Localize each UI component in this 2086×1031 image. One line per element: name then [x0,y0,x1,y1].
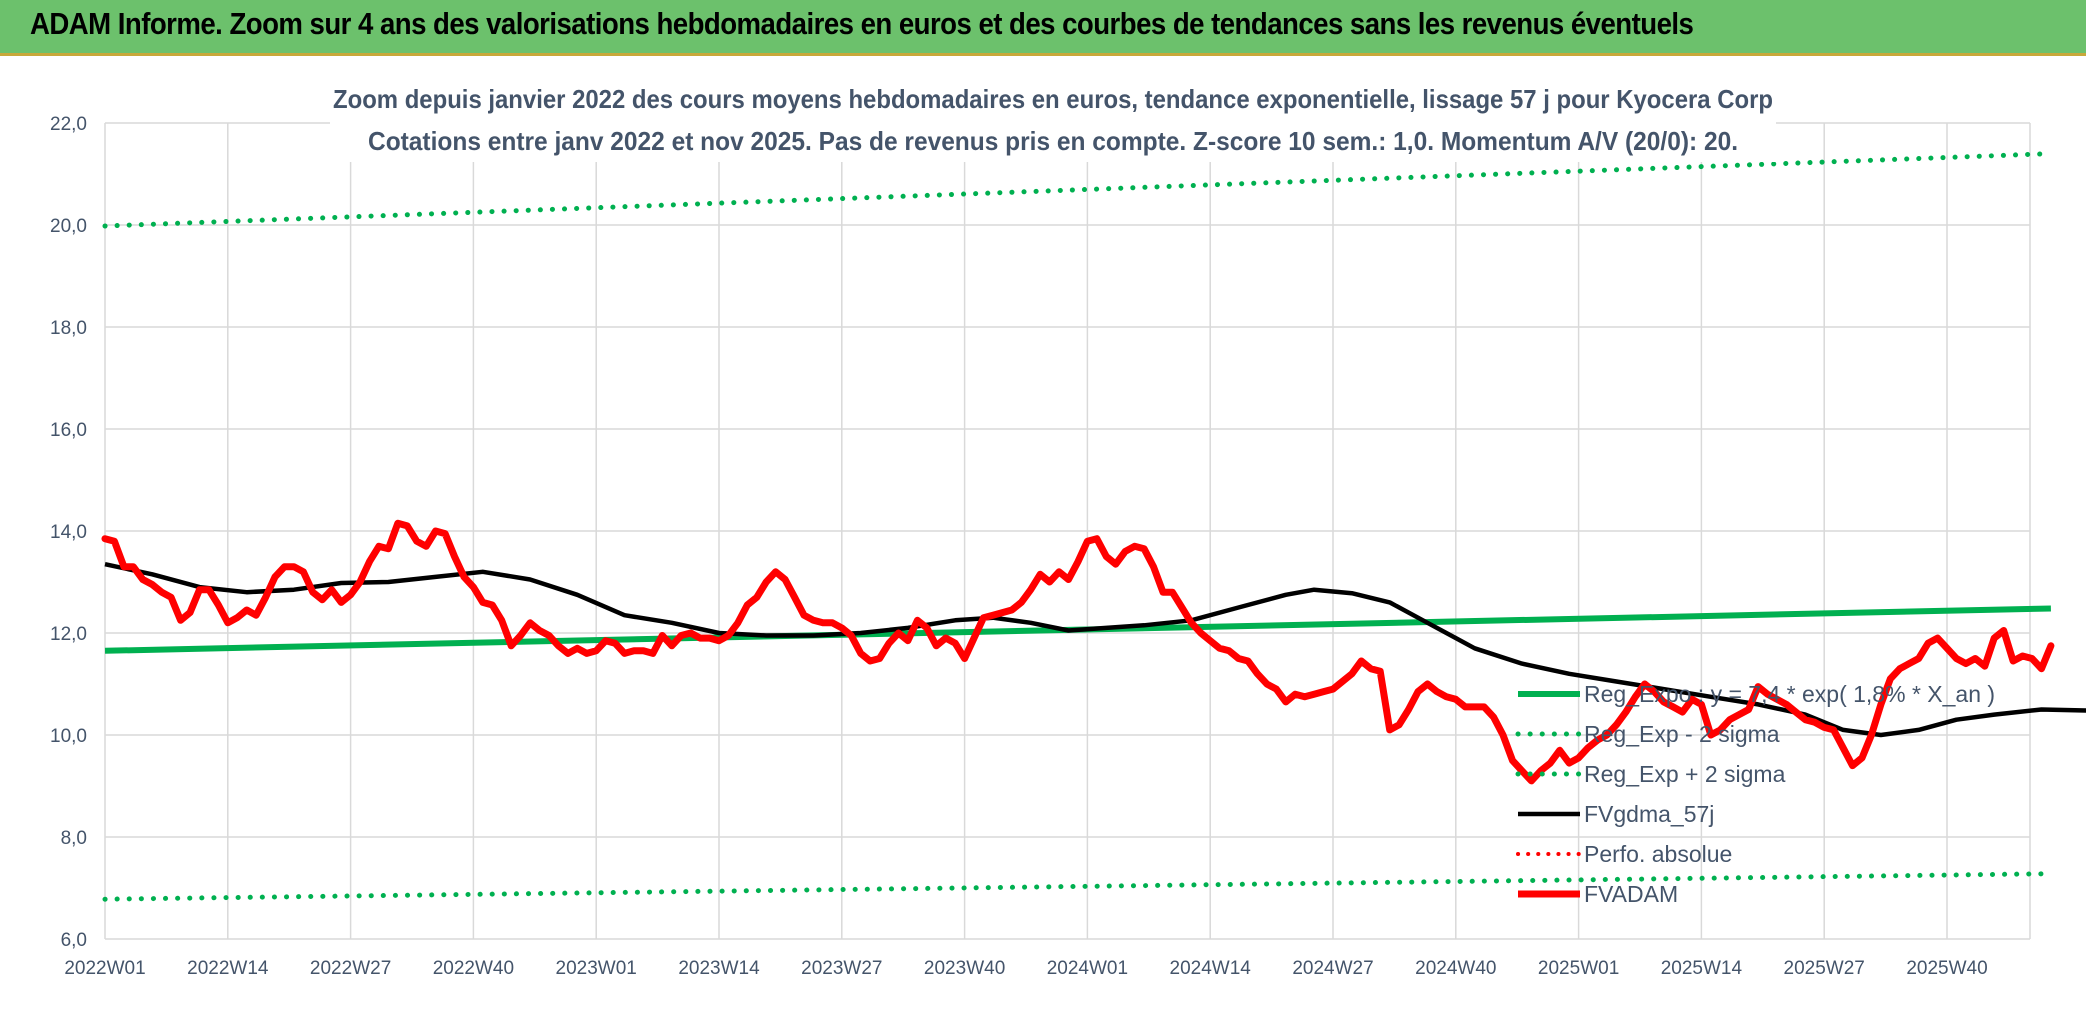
y-tick-label: 18,0 [50,318,87,339]
banner-title: ADAM Informe. Zoom sur 4 ans des valoris… [30,6,1694,41]
x-tick-label: 2022W27 [310,958,391,979]
x-axis: 2022W01 2022W14 2022W27 2022W40 2023W01 2023W… [64,958,1987,979]
y-tick-label: 20,0 [50,216,87,237]
y-tick-label: 22,0 [50,114,87,135]
x-tick-label: 2025W14 [1661,958,1743,979]
y-tick-label: 16,0 [50,420,87,441]
x-tick-label: 2022W01 [64,958,145,979]
banner: ADAM Informe. Zoom sur 4 ans des valoris… [0,0,2086,56]
legend-label: FVADAM [1584,881,1678,907]
legend-label: Perfo. absolue [1584,841,1732,867]
y-tick-label: 12,0 [50,624,87,645]
x-tick-label: 2024W14 [1170,958,1252,979]
chart: 6,0 8,0 10,0 12,0 14,0 16,0 18,0 20,0 22,0 2022W… [50,78,2086,979]
legend-label: Reg_Expo : y = 7,4 * exp( 1,8% * X_an ) [1584,681,1995,707]
x-tick-label: 2025W40 [1906,958,1987,979]
chart-frame: 6,0 8,0 10,0 12,0 14,0 16,0 18,0 20,0 22,0 2022W… [0,56,2086,1031]
series-line-fvgdma-57j [104,561,2086,738]
chart-title-line-2: Cotations entre janv 2022 et nov 2025. P… [368,126,1738,156]
series-line-fvadam [101,519,2055,785]
series-line-reg-exp-2-sigma [102,151,2054,229]
legend: Reg_Expo : y = 7,4 * exp( 1,8% * X_an ) R… [1515,681,1995,907]
x-tick-label: 2022W40 [433,958,514,979]
legend-label: FVgdma_57j [1584,801,1714,827]
chart-title: Zoom depuis janvier 2022 des cours moyen… [330,78,1776,162]
x-tick-label: 2023W01 [556,958,637,979]
x-tick-label: 2024W40 [1415,958,1496,979]
x-tick-label: 2023W40 [924,958,1005,979]
x-tick-label: 2025W01 [1538,958,1619,979]
chart-title-line-1: Zoom depuis janvier 2022 des cours moyen… [333,84,1773,114]
legend-label: Reg_Exp - 2 sigma [1584,721,1780,747]
y-axis: 6,0 8,0 10,0 12,0 14,0 16,0 18,0 20,0 22,0 [50,114,87,951]
x-tick-label: 2024W01 [1047,958,1128,979]
x-tick-label: 2025W27 [1784,958,1865,979]
x-tick-label: 2024W27 [1292,958,1373,979]
x-tick-label: 2022W14 [187,958,269,979]
legend-label: Reg_Exp + 2 sigma [1584,761,1786,787]
x-tick-label: 2023W27 [801,958,882,979]
title-background [330,78,1776,162]
y-tick-label: 14,0 [50,522,87,543]
series-line-reg-exp-2-sigma [102,871,2054,902]
y-tick-label: 8,0 [61,828,87,849]
y-tick-label: 10,0 [50,726,87,747]
grid [104,122,2031,940]
y-tick-label: 6,0 [61,930,87,951]
series-layer [101,151,2086,902]
x-tick-label: 2023W14 [678,958,760,979]
